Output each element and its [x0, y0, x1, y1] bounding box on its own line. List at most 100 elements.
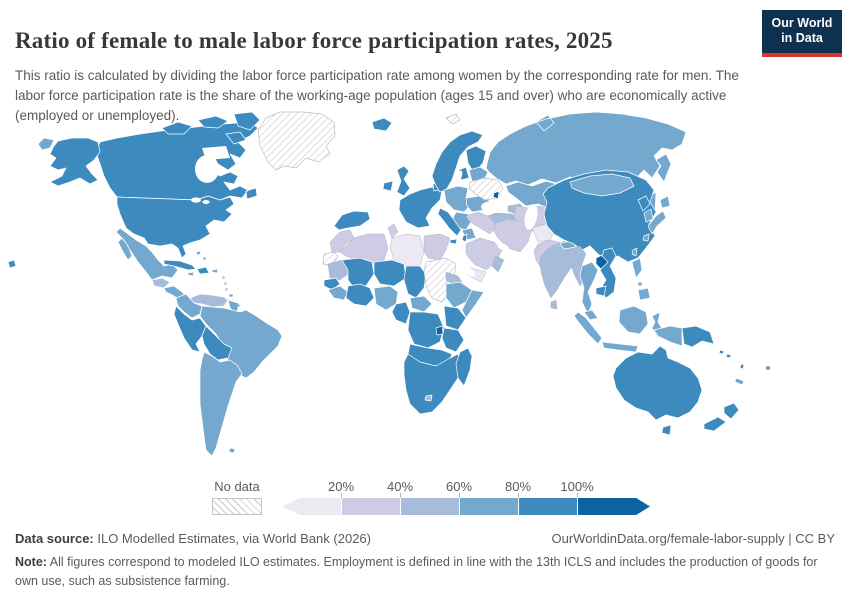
region-new-caledonia[interactable] [734, 377, 745, 386]
region-new-zealand[interactable] [703, 402, 740, 432]
region-papua-new-guinea[interactable] [681, 325, 715, 348]
region-philippines[interactable] [631, 257, 651, 301]
region-vietnam[interactable] [599, 247, 617, 299]
region-nigeria[interactable] [373, 285, 399, 311]
legend-tick-80 [518, 493, 519, 498]
region-borneo[interactable] [618, 305, 649, 335]
region-iceland[interactable] [371, 117, 393, 132]
region-chukotka-west[interactable] [37, 137, 55, 151]
region-ireland[interactable] [382, 180, 394, 192]
region-thailand[interactable] [579, 261, 599, 315]
legend-tick-20 [341, 493, 342, 498]
region-algeria[interactable] [339, 233, 389, 265]
region-pacific-islands[interactable] [718, 349, 771, 371]
region-venezuela[interactable] [189, 293, 229, 308]
region-north-korea[interactable] [637, 195, 651, 212]
region-finland[interactable] [465, 145, 487, 174]
region-central-african-republic[interactable] [409, 295, 433, 313]
region-lesser-antilles[interactable] [221, 275, 229, 292]
region-dr-congo[interactable] [407, 311, 445, 349]
region-hispaniola[interactable] [196, 266, 210, 275]
region-bolivia[interactable] [201, 325, 233, 361]
region-lesotho[interactable] [424, 394, 433, 402]
data-source-line: Data source: ILO Modelled Estimates, via… [15, 531, 835, 546]
region-west-new-guinea[interactable] [653, 325, 683, 347]
region-tunisia[interactable] [387, 223, 399, 239]
region-puerto-rico[interactable] [211, 268, 219, 274]
water-hudson-strait [202, 146, 230, 160]
region-falkland-islands[interactable] [228, 447, 236, 454]
region-argentina-chile[interactable] [199, 351, 243, 457]
region-trinidad[interactable] [228, 293, 234, 298]
region-belarus[interactable] [468, 166, 489, 182]
region-kenya-uganda[interactable] [443, 305, 467, 331]
region-madagascar[interactable] [455, 347, 473, 387]
region-norway-sweden[interactable] [431, 130, 484, 193]
region-sri-lanka[interactable] [550, 299, 558, 310]
region-cameroon-gabon[interactable] [391, 301, 411, 325]
license-label[interactable]: CC BY [795, 531, 835, 546]
region-oman[interactable] [491, 255, 505, 273]
region-japan[interactable] [642, 195, 671, 242]
region-java[interactable] [601, 341, 639, 353]
region-western-sahara[interactable] [322, 251, 339, 267]
water-black-sea [481, 201, 505, 213]
region-cambodia[interactable] [595, 285, 607, 297]
region-iraq-syria[interactable] [465, 211, 497, 235]
water-great-lakes-west [191, 197, 201, 203]
legend-bin-80-100[interactable] [518, 498, 577, 515]
region-southern-africa[interactable] [403, 353, 463, 415]
region-west-africa-coast[interactable] [345, 283, 375, 307]
region-israel[interactable] [461, 233, 468, 243]
region-rwanda-burundi[interactable] [435, 325, 444, 336]
region-china[interactable] [542, 169, 657, 263]
region-guatemala-honduras[interactable] [151, 277, 171, 289]
region-alaska[interactable] [49, 137, 101, 187]
water-red-sea [447, 245, 475, 277]
region-bahamas[interactable] [195, 250, 207, 261]
region-moldova[interactable] [492, 190, 500, 200]
region-mali[interactable] [341, 257, 375, 289]
region-taiwan[interactable] [631, 247, 638, 257]
region-jamaica[interactable] [187, 271, 195, 277]
region-niger[interactable] [373, 259, 407, 287]
legend-bin-40-60[interactable] [400, 498, 459, 515]
legend-bin-20-40[interactable] [341, 498, 400, 515]
legend-no-data-label: No data [214, 479, 260, 494]
region-colombia[interactable] [175, 293, 203, 319]
note-line: Note: All figures correspond to modeled … [15, 553, 837, 592]
legend-bin-60-80[interactable] [459, 498, 518, 515]
region-tanzania[interactable] [441, 327, 465, 353]
region-chad[interactable] [403, 265, 427, 299]
region-iberia[interactable] [333, 210, 371, 231]
region-egypt[interactable] [423, 233, 451, 261]
note-label: Note: [15, 555, 47, 569]
owid-logo-line2: in Data [781, 31, 823, 45]
owid-logo[interactable]: Our World in Data [762, 10, 842, 57]
region-tasmania[interactable] [661, 424, 672, 436]
region-united-kingdom[interactable] [396, 165, 411, 197]
region-mexico[interactable] [115, 227, 179, 281]
region-united-states[interactable] [116, 195, 235, 259]
region-iran[interactable] [492, 218, 533, 253]
region-south-korea[interactable] [643, 208, 654, 223]
region-svalbard[interactable] [445, 113, 461, 125]
region-mongolia[interactable] [569, 173, 635, 197]
legend-bin-under-20[interactable] [282, 498, 341, 515]
legend-no-data-swatch[interactable] [212, 498, 262, 515]
data-source-label: Data source: [15, 531, 94, 546]
region-peru[interactable] [173, 305, 207, 353]
region-sumatra[interactable] [573, 311, 603, 345]
region-hawaii[interactable] [7, 259, 17, 269]
region-australia[interactable] [612, 345, 703, 421]
region-cuba[interactable] [163, 259, 197, 271]
legend-bin-over-100[interactable] [577, 498, 650, 515]
region-greenland[interactable] [257, 111, 336, 171]
region-canadian-arctic-islands[interactable] [161, 111, 261, 145]
region-france-germany[interactable] [398, 186, 443, 229]
region-italy[interactable] [437, 207, 462, 245]
region-russia[interactable] [485, 111, 687, 217]
owid-url-link[interactable]: OurWorldinData.org/female-labor-supply [551, 531, 785, 546]
